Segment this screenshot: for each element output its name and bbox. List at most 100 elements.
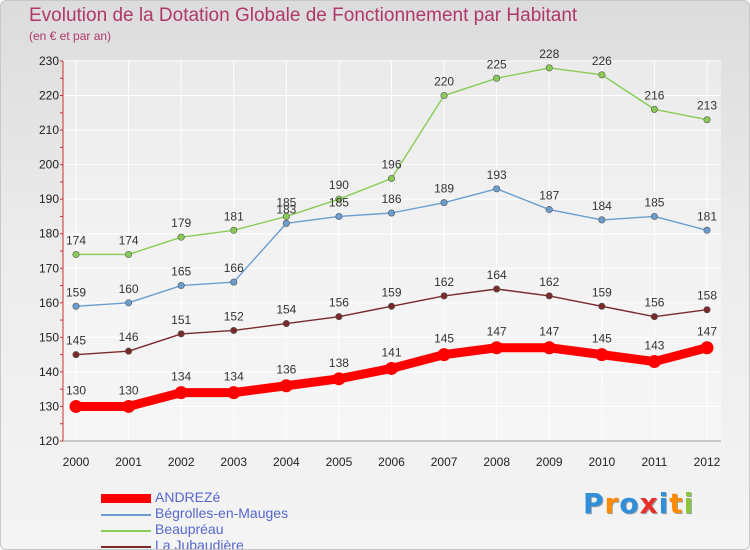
legend-swatch-beaupreau	[101, 530, 151, 532]
data-point	[72, 250, 80, 258]
data-label: 146	[119, 330, 139, 344]
data-point	[598, 216, 606, 224]
data-point	[125, 299, 133, 307]
data-point	[227, 386, 241, 400]
data-point	[177, 282, 185, 290]
chart-title: Evolution de la Dotation Globale de Fonc…	[29, 5, 578, 26]
data-label: 228	[539, 47, 559, 61]
x-tick-label: 2012	[694, 455, 721, 469]
data-label: 141	[381, 345, 401, 359]
data-point	[230, 278, 238, 286]
data-point	[385, 361, 398, 375]
y-tick-label: 210	[39, 123, 59, 137]
x-tick-label: 2001	[115, 455, 142, 469]
data-label: 185	[329, 195, 349, 209]
data-point	[387, 209, 395, 217]
data-point	[282, 219, 290, 227]
data-point	[230, 226, 238, 234]
logo-letter: r	[604, 487, 620, 520]
data-point	[332, 372, 346, 386]
data-label: 145	[592, 332, 612, 346]
data-point	[282, 212, 290, 220]
legend-swatch-andreze	[101, 494, 151, 503]
data-point	[545, 64, 553, 72]
data-label: 162	[539, 275, 559, 289]
data-point	[440, 292, 448, 300]
data-label: 154	[276, 303, 296, 317]
data-label: 164	[487, 268, 507, 282]
data-label: 134	[171, 370, 191, 384]
data-label: 138	[329, 356, 349, 370]
data-label: 174	[119, 233, 139, 247]
legend-label-beaupreau: Beaupréau	[155, 521, 224, 537]
data-point	[387, 174, 395, 182]
data-label: 159	[592, 285, 612, 299]
chart-subtitle: (en € et par an)	[29, 29, 112, 43]
y-tick-label: 190	[39, 192, 59, 206]
data-label: 159	[381, 285, 401, 299]
x-tick-label: 2003	[220, 455, 247, 469]
data-label: 186	[381, 192, 401, 206]
data-point	[279, 379, 293, 393]
legend-label-begrolles: Bégrolles-en-Mauges	[155, 505, 289, 521]
y-tick-label: 220	[39, 89, 59, 103]
data-point	[174, 386, 188, 400]
data-label: 158	[697, 289, 717, 303]
data-point	[700, 341, 714, 355]
data-label: 196	[381, 157, 401, 171]
data-label: 160	[119, 282, 139, 296]
y-tick-label: 200	[39, 158, 59, 172]
x-tick-label: 2011	[642, 455, 668, 469]
data-label: 152	[224, 309, 244, 323]
data-label: 134	[224, 370, 244, 384]
data-point	[335, 313, 343, 321]
data-point	[230, 326, 238, 334]
data-point	[177, 233, 185, 241]
logo-letter: i	[683, 487, 695, 520]
data-point	[650, 105, 658, 113]
y-tick-label: 230	[39, 54, 59, 68]
data-point	[545, 292, 553, 300]
data-label: 185	[276, 195, 296, 209]
data-point	[72, 351, 80, 359]
x-tick-label: 2008	[483, 455, 510, 469]
data-label: 183	[276, 202, 296, 216]
data-label: 213	[697, 99, 717, 113]
data-point	[125, 250, 133, 258]
data-point	[703, 306, 711, 314]
data-label: 165	[171, 265, 191, 279]
logo-letter: i	[658, 487, 670, 520]
x-tick-label: 2004	[273, 455, 300, 469]
data-label: 185	[644, 195, 664, 209]
y-tick-label: 160	[39, 296, 59, 310]
x-tick-label: 2007	[431, 455, 458, 469]
data-point	[542, 341, 556, 355]
y-tick-label: 130	[39, 399, 59, 413]
data-label: 226	[592, 54, 612, 68]
data-label: 162	[434, 275, 454, 289]
data-point	[335, 195, 343, 203]
data-label: 156	[329, 296, 349, 310]
data-label: 216	[644, 88, 664, 102]
data-point	[437, 348, 451, 362]
data-label: 143	[644, 339, 664, 353]
data-label: 193	[487, 168, 507, 182]
legend-swatch-begrolles	[101, 514, 151, 516]
data-point	[493, 185, 501, 193]
logo-letter: t	[669, 487, 684, 520]
data-point	[703, 116, 711, 124]
data-label: 147	[487, 325, 507, 339]
data-point	[650, 212, 658, 220]
y-tick-label: 140	[39, 365, 59, 379]
data-point	[72, 302, 80, 310]
data-label: 130	[66, 383, 86, 397]
x-tick-label: 2002	[168, 455, 195, 469]
data-point	[69, 399, 83, 413]
data-point	[493, 285, 501, 293]
data-label: 145	[434, 332, 454, 346]
legend-label-jubaudiere: La Jubaudière	[155, 537, 244, 550]
data-point	[440, 199, 448, 207]
logo-letter: P	[583, 487, 605, 520]
data-label: 189	[434, 182, 454, 196]
